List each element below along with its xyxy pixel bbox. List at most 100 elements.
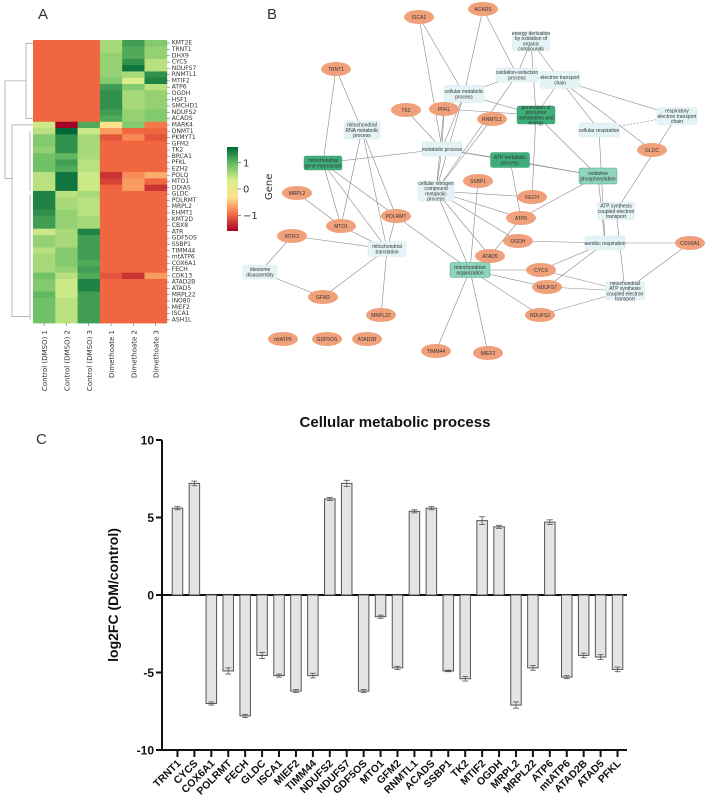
network-edge: [361, 129, 397, 217]
heatmap-cell: [77, 77, 101, 85]
heatmap-cell: [122, 102, 145, 110]
heatmap-cell: [33, 96, 56, 104]
heatmap-cell: [122, 178, 145, 186]
heatmap-cell: [55, 96, 78, 104]
gene-node: TRNT1: [321, 62, 351, 76]
heatmap-cell: [144, 260, 168, 267]
heatmap-cell: [33, 316, 56, 324]
bar: [205, 594, 218, 704]
heatmap-row-label: TRNT1: [171, 46, 192, 53]
y-tick-label: 0: [147, 589, 154, 603]
heatmap-cell: [99, 146, 123, 154]
heatmap-column-label: Dimethoate 1: [108, 330, 116, 378]
gene-node-label: CYCS: [534, 268, 549, 274]
heatmap-cell: [122, 266, 145, 274]
process-node-box: [516, 105, 556, 125]
gene-node-ellipse: [391, 103, 421, 117]
heatmap-cell: [77, 241, 101, 248]
network-edge: [615, 210, 626, 292]
heatmap-cell: [33, 209, 56, 217]
heatmap-cell: [99, 304, 123, 311]
heatmap-cell: [122, 316, 145, 324]
heatmap-cell: [77, 278, 101, 286]
heatmap-cell: [77, 58, 101, 66]
heatmap-row-label: ATAD2B: [172, 279, 196, 286]
process-node-box: [421, 141, 463, 157]
network-edge: [322, 162, 397, 217]
process-node-label: ATP synthesis: [609, 286, 641, 292]
heatmap-cell: [77, 209, 101, 217]
gene-node-ellipse: [475, 249, 505, 263]
heatmap-cell: [144, 190, 168, 198]
heatmap-cell: [77, 260, 101, 267]
heatmap-cell: [77, 165, 101, 173]
heatmap-cell: [99, 222, 123, 230]
process-node-label: mitochondrial: [308, 158, 338, 164]
heatmap-cell: [33, 134, 56, 142]
gene-node-ellipse: [503, 234, 533, 248]
heatmap-cell: [55, 146, 78, 154]
heatmap-cell: [33, 247, 56, 255]
bar: [493, 526, 505, 596]
gene-node-label: MIEF2: [481, 351, 496, 357]
heatmap-cell: [122, 84, 145, 91]
gene-node-label: GFM2: [316, 295, 330, 301]
process-node-label: organization: [456, 270, 483, 276]
heatmap-cell: [144, 178, 168, 186]
bar: [459, 594, 471, 680]
heatmap-cell: [77, 222, 101, 230]
heatmap-row-label: CBX8: [172, 222, 188, 229]
heatmap-cell: [122, 216, 145, 223]
heatmap-cell: [33, 159, 56, 167]
process-node-label: mitochondrial: [347, 123, 377, 129]
colorbar-label: Gene: [264, 174, 275, 200]
bar: [256, 594, 268, 656]
heatmap-cell: [55, 115, 78, 123]
bar: [476, 520, 488, 596]
heatmap-cell: [33, 304, 56, 311]
gene-node-label: GLDC: [645, 148, 659, 154]
heatmap-cell: [122, 90, 145, 97]
heatmap-cell: [99, 115, 123, 123]
heatmap-cell: [122, 115, 145, 123]
heatmap-cell: [33, 241, 56, 248]
heatmap-row-label: MARK4: [172, 121, 193, 128]
process-node-label: coupled electron: [607, 291, 644, 297]
process-node-label: gene expression: [305, 163, 342, 169]
network-edge: [418, 16, 465, 95]
gene-node-ellipse: [463, 174, 493, 188]
gene-node-ellipse: [525, 308, 555, 322]
heatmap-cell: [55, 52, 78, 60]
colorbar-tick-label: −1: [243, 211, 258, 222]
heatmap-cell: [99, 90, 123, 97]
heatmap-cell: [55, 90, 78, 97]
network-edge: [395, 215, 471, 271]
heatmap-cell: [77, 46, 101, 53]
bar: [239, 594, 251, 717]
heatmap-cell: [55, 247, 78, 255]
heatmap-row-label: ATP6: [172, 84, 187, 91]
heatmap-row-label: ATR: [172, 228, 183, 235]
heatmap-cell: [122, 58, 145, 66]
process-node-label: process: [353, 133, 371, 139]
gene-node: COX6A1: [675, 236, 705, 250]
heatmap-cell: [122, 40, 145, 47]
gene-node: TIMM44: [421, 344, 451, 358]
process-node-label: phosphorylation: [580, 176, 616, 182]
process-node-label: oxidative: [588, 171, 608, 177]
heatmap-cell: [33, 228, 56, 236]
heatmap-cell: [55, 197, 78, 204]
gene-node: NDUFS7: [532, 280, 562, 294]
network-edge: [598, 115, 678, 131]
gene-node-label: MTIF2: [285, 234, 300, 240]
process-node-label: respiratory: [665, 109, 689, 115]
process-node-label: organic: [523, 41, 540, 47]
heatmap-row-label: SSBP1: [172, 241, 191, 248]
heatmap-cell: [77, 247, 101, 255]
heatmap-cell: [77, 159, 101, 167]
